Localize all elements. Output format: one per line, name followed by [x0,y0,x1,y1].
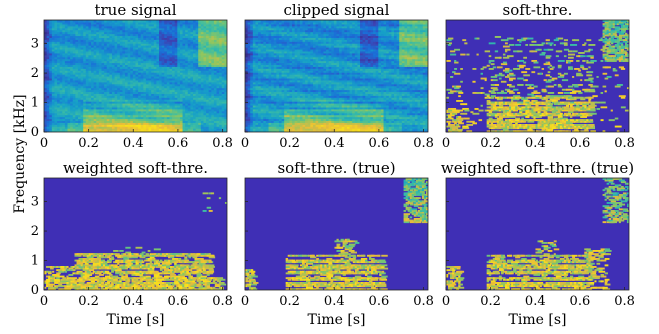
panel-title: clipped signal [284,1,390,19]
panel-true-signal: true signal 0 0.2 0.4 0.6 0.8 0 1 2 3 [31,1,233,151]
panel-title: weighted soft-thre. (true) [441,159,634,177]
y-axis-label: Frequency [kHz] [12,94,28,213]
panel-weighted-soft-thre-true: weighted soft-thre. (true) 0 0.2 0.4 0.6 0.8 T… [441,159,635,328]
panel-clipped-signal: clipped signal 0 0.2 0.4 0.6 0.8 [241,1,434,151]
axes-frame [43,177,228,291]
x-tick-label: 0.6 [570,136,591,151]
x-tick-label: 0.6 [369,294,390,309]
heatmap-soft-thre [446,20,629,132]
x-tick-label: 0.6 [570,294,591,309]
x-tick-label: 0.2 [78,294,99,309]
x-tick-label: 0.6 [168,136,189,151]
x-tick-label: 0.6 [168,294,189,309]
x-tick-label: 0 [442,294,450,309]
x-tick-label: 0.2 [279,294,300,309]
x-tick-label: 0.6 [369,136,390,151]
x-tick-label: 0.2 [279,136,300,151]
x-tick-label: 0 [40,136,48,151]
x-axis-label: Time [s] [509,312,567,328]
panel-soft-thre-true: soft-thre. (true) 0 0.2 0.4 0.6 0.8 Time [s] [241,159,434,328]
axes-frame [445,19,630,133]
heatmap-clipped-signal [245,20,428,132]
panel-title: weighted soft-thre. [63,159,208,177]
x-tick-label: 0.4 [324,136,345,151]
y-tick-label: 0 [31,125,39,140]
x-tick-label: 0.8 [614,294,635,309]
panel-weighted-soft-thre: weighted soft-thre. 0 0.2 0.4 0.6 0.8 0 1 2 3 Time… [31,159,233,328]
x-tick-label: 0.4 [525,136,546,151]
heatmap-weighted-soft-thre [44,178,227,290]
heatmap-weighted-soft-thre-true [446,178,629,290]
y-tick-label: 3 [31,37,39,52]
axes-frame [43,19,228,133]
x-tick-label: 0.2 [480,294,501,309]
heatmap-true-signal [44,20,227,132]
panel-title: soft-thre. [503,1,573,19]
x-tick-label: 0.8 [212,294,233,309]
x-axis-label: Time [s] [308,312,366,328]
x-tick-label: 0.4 [324,294,345,309]
y-tick-label: 0 [31,283,39,298]
x-tick-label: 0.8 [413,136,434,151]
axes-frame [244,19,429,133]
y-tick-label: 2 [31,224,39,239]
x-tick-label: 0 [40,294,48,309]
x-tick-label: 0.2 [78,136,99,151]
x-tick-label: 0 [241,294,249,309]
x-tick-label: 0.8 [212,136,233,151]
axes-frame [244,177,429,291]
y-tick-label: 1 [31,96,39,111]
x-tick-label: 0.4 [123,294,144,309]
panel-title: true signal [94,1,176,19]
y-tick-label: 3 [31,195,39,210]
y-tick-label: 1 [31,254,39,269]
x-tick-label: 0.4 [123,136,144,151]
x-tick-label: 0.2 [480,136,501,151]
x-tick-label: 0 [442,136,450,151]
panel-title: soft-thre. (true) [277,159,395,177]
x-tick-label: 0.8 [614,136,635,151]
panels: true signal 0 0.2 0.4 0.6 0.8 0 1 2 3 clipped sign… [31,1,635,328]
x-tick-label: 0 [241,136,249,151]
x-tick-label: 0.4 [525,294,546,309]
heatmap-soft-thre-true [245,178,428,290]
y-tick-label: 2 [31,66,39,81]
x-axis-label: Time [s] [107,312,165,328]
panel-soft-thre: soft-thre. 0 0.2 0.4 0.6 0.8 [442,1,635,151]
axes-frame [445,177,630,291]
x-tick-label: 0.8 [413,294,434,309]
